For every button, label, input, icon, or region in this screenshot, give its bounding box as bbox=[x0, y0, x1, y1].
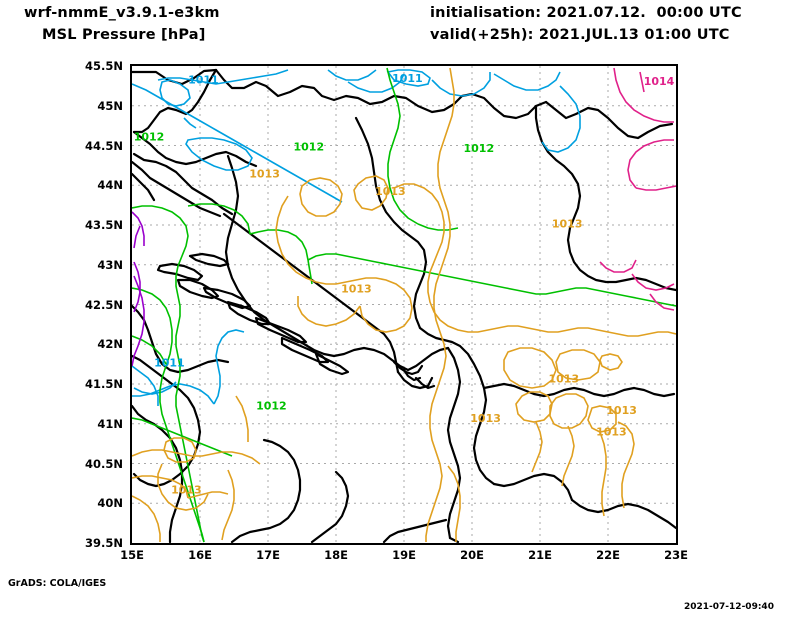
contour-label-1012: 1012 bbox=[134, 131, 165, 144]
contour-label-1013: 1013 bbox=[552, 217, 583, 230]
contour-label-1013: 1013 bbox=[596, 426, 627, 439]
x-axis-tick-22E: 22E bbox=[596, 548, 620, 562]
valid-time: valid(+25h): 2021.JUL.13 01:00 UTC bbox=[430, 27, 730, 43]
contour-label-1011: 1011 bbox=[392, 72, 423, 85]
grads-credit: GrADS: COLA/IGES bbox=[8, 578, 107, 589]
y-axis-tick-45.5N: 45.5N bbox=[85, 59, 123, 73]
contour-label-1013: 1013 bbox=[470, 412, 501, 425]
y-axis-tick-44.5N: 44.5N bbox=[85, 138, 123, 153]
x-axis-tick-19E: 19E bbox=[392, 548, 416, 562]
y-axis-tick-43.5N: 43.5N bbox=[85, 218, 123, 232]
render-stamp: 2021-07-12-09:40 bbox=[684, 602, 774, 612]
y-axis-tick-43N: 43N bbox=[97, 257, 123, 272]
y-axis-tick-39.5N: 39.5N bbox=[85, 536, 123, 550]
x-axis-tick-23E: 23E bbox=[664, 548, 688, 562]
contour-value-labels: 1011 1011 1011 1012 1012 1012 1012 1013 1013 1013… bbox=[134, 72, 675, 497]
contour-label-1011: 1011 bbox=[154, 357, 185, 370]
contour-label-1013: 1013 bbox=[606, 404, 637, 417]
y-axis-tick-42N: 42N bbox=[97, 337, 123, 352]
model-title: wrf-nmmE_v3.9.1-e3km bbox=[24, 5, 220, 21]
gridlines bbox=[132, 66, 676, 543]
isobar-1011 bbox=[132, 69, 581, 406]
y-axis-tick-41N: 41N bbox=[97, 416, 123, 431]
y-axis-tick-40.5N: 40.5N bbox=[85, 456, 123, 471]
isobar-1010 bbox=[132, 211, 145, 367]
y-axis-tick-40N: 40N bbox=[97, 496, 123, 511]
y-axis-tick-41.5N: 41.5N bbox=[85, 377, 123, 391]
isobar-contours bbox=[132, 67, 676, 543]
contour-label-1013: 1013 bbox=[171, 484, 202, 497]
contour-label-1012: 1012 bbox=[293, 140, 324, 153]
coastlines-and-borders bbox=[132, 68, 676, 543]
field-title: MSL Pressure [hPa] bbox=[42, 27, 206, 43]
contour-label-1013: 1013 bbox=[375, 185, 406, 198]
contour-label-1011: 1011 bbox=[188, 74, 219, 87]
map-plot-area[interactable]: 1011 1011 1011 1012 1012 1012 1012 1013 1013 1013… bbox=[130, 64, 678, 545]
contour-label-1012: 1012 bbox=[256, 399, 287, 412]
y-axis-tick-44N: 44N bbox=[97, 178, 123, 193]
initialisation-time: initialisation: 2021.07.12. 00:00 UTC bbox=[430, 5, 742, 21]
x-axis-tick-21E: 21E bbox=[528, 548, 552, 562]
contour-label-1012: 1012 bbox=[463, 142, 494, 155]
isobar-1013 bbox=[132, 67, 676, 542]
contour-label-1013: 1013 bbox=[548, 372, 579, 385]
y-axis-tick-42.5N: 42.5N bbox=[85, 297, 123, 312]
isobar-1014 bbox=[599, 67, 676, 311]
contour-map-svg: 1011 1011 1011 1012 1012 1012 1012 1013 1013 1013… bbox=[132, 66, 676, 543]
x-axis-tick-17E: 17E bbox=[256, 548, 280, 562]
x-axis-tick-20E: 20E bbox=[460, 548, 484, 562]
contour-label-1014: 1014 bbox=[644, 75, 675, 88]
y-axis-tick-45N: 45N bbox=[97, 98, 123, 113]
x-axis-tick-16E: 16E bbox=[188, 548, 212, 562]
x-axis-tick-18E: 18E bbox=[324, 548, 348, 562]
contour-label-1013: 1013 bbox=[249, 167, 280, 180]
x-axis-tick-15E: 15E bbox=[120, 548, 144, 562]
contour-label-1013: 1013 bbox=[341, 283, 372, 296]
